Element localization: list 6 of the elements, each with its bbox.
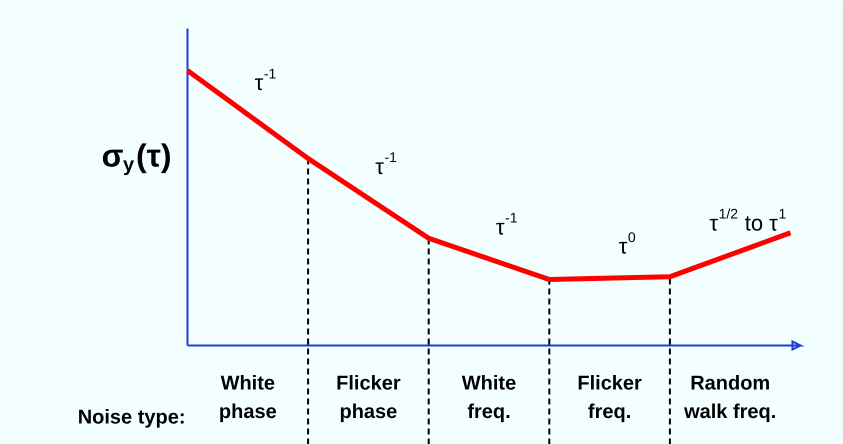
- text: Flicker freq.: [577, 372, 642, 424]
- text: White freq.: [462, 372, 516, 424]
- text: Flicker phase: [336, 372, 401, 424]
- text: Random walk freq.: [683, 372, 776, 424]
- text: White phase: [218, 372, 277, 424]
- text: Noise type:: [78, 406, 186, 428]
